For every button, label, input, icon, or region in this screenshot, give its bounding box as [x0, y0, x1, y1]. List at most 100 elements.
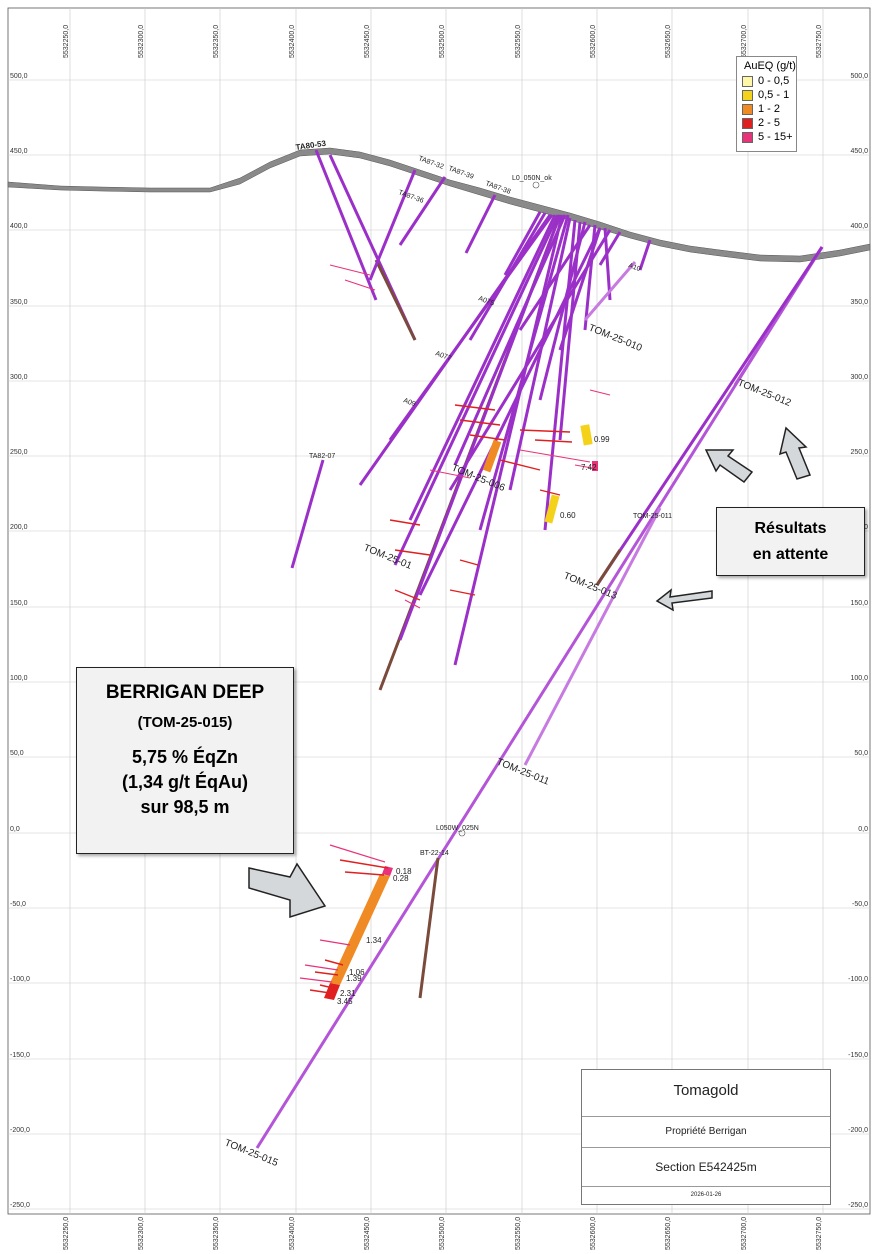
easting-tick-bottom: 5532550,0	[515, 1217, 522, 1250]
elevation-tick-left: -150,0	[10, 1052, 30, 1059]
drill-hole-tom-25-011	[523, 507, 662, 766]
hole-label-tom-25-010: TOM-25-010	[587, 323, 644, 355]
legend-label: 0 - 0,5	[758, 75, 790, 87]
assay-bar-0-5-1	[544, 494, 560, 524]
elevation-tick-right: 400,0	[850, 223, 868, 230]
legend-swatch	[742, 75, 753, 87]
callout-grade-zn: 5,75 % ÉqZn	[131, 747, 239, 767]
drill-hole	[453, 214, 564, 666]
assay-bar-1-2	[330, 874, 390, 985]
legend-swatch	[742, 131, 753, 143]
drill-hole	[314, 149, 378, 301]
elevation-tick-left: 100,0	[10, 675, 28, 682]
assay-value: 2.31	[340, 989, 356, 998]
assay-labels: 0.99 7.42 0.60 0.18 0.28 1.34 1.06 1.39 …	[337, 435, 610, 1006]
pending-line-1: Résultats	[754, 520, 827, 537]
easting-tick-bottom: 5532450,0	[364, 1217, 371, 1250]
elevation-tick-right: -100,0	[848, 976, 868, 983]
elevation-tick-right: -150,0	[848, 1052, 868, 1059]
hole-label-l0-050n: L0_050N_ok	[512, 175, 552, 182]
easting-labels-top: 5532250,0 5532300,0 5532350,0 5532400,0 …	[63, 25, 823, 58]
elevation-tick-right: 0,0	[858, 826, 868, 833]
hole-label-ta87-32: TA87-32	[417, 155, 444, 171]
callout-hole: (TOM-25-015)	[137, 714, 233, 731]
assay-value: 7.42	[581, 463, 597, 472]
drill-hole-brown	[374, 259, 417, 341]
hole-label-a077: A077	[434, 350, 452, 362]
title-block-date: 2026-01-26	[690, 1192, 722, 1198]
arrow-pending-up	[778, 426, 812, 480]
legend-item: 5 - 15+	[742, 130, 796, 144]
drill-hole-tom-25-015	[255, 246, 824, 1149]
easting-tick-top: 5532300,0	[138, 25, 145, 58]
elevation-tick-left: 450,0	[10, 148, 28, 155]
drill-holes	[255, 149, 824, 1149]
collar-marker	[532, 181, 540, 189]
elevation-tick-right: -50,0	[852, 901, 868, 908]
elevation-tick-right: 150,0	[850, 600, 868, 607]
easting-tick-top: 5532500,0	[439, 25, 446, 58]
legend-label: 1 - 2	[758, 103, 781, 115]
legend-item: 1 - 2	[742, 102, 796, 116]
drill-hole	[583, 261, 637, 321]
elevation-tick-left: 200,0	[10, 524, 28, 531]
assay-ticks	[309, 859, 389, 994]
legend-label: 5 - 15+	[758, 131, 793, 143]
easting-tick-top: 5532650,0	[665, 25, 672, 58]
legend-item: 2 - 5	[742, 116, 796, 130]
callout-grade-au: (1,34 g/t ÉqAu)	[121, 772, 248, 792]
elevation-tick-left: -200,0	[10, 1127, 30, 1134]
hole-label-l050w-025n: L050W_025N	[436, 825, 479, 832]
assay-bar-1-2	[482, 439, 502, 473]
assay-value: 0.28	[393, 874, 409, 883]
drill-hole	[558, 227, 602, 351]
elevation-tick-left: 400,0	[10, 223, 28, 230]
elevation-grid	[8, 79, 870, 1210]
title-block: Tomagold Propriété Berrigan Section E542…	[581, 1069, 831, 1205]
easting-tick-bottom: 5532650,0	[665, 1217, 672, 1250]
easting-tick-top: 5532550,0	[515, 25, 522, 58]
hole-label-tom-25-011: TOM-25-011	[495, 757, 551, 788]
hole-label-tom-25-01: TOM-25-01	[362, 543, 414, 572]
topography-surface	[7, 147, 871, 263]
elevation-labels-right: 500,0 450,0 400,0 350,0 300,0 250,0 200,…	[848, 73, 868, 1209]
drill-hole	[638, 239, 652, 271]
pending-results-callout: Résultats en attente	[716, 507, 865, 576]
callout-title: BERRIGAN DEEP	[105, 682, 265, 703]
arrow-pending-left	[655, 588, 713, 612]
drill-hole	[598, 231, 622, 266]
title-block-company: Tomagold	[582, 1070, 830, 1117]
easting-tick-bottom: 5532300,0	[138, 1217, 145, 1250]
arrow-pending-mid	[704, 449, 754, 484]
drill-hole	[464, 194, 497, 254]
easting-tick-bottom: 5532750,0	[816, 1217, 823, 1250]
drill-hole	[393, 214, 560, 566]
hole-label-bt-22-14: BT-22-14	[420, 850, 449, 857]
legend-item: 0,5 - 1	[742, 88, 796, 102]
title-block-section: Section E542425m	[582, 1148, 830, 1187]
easting-tick-bottom: 5532600,0	[590, 1217, 597, 1250]
elevation-tick-left: -100,0	[10, 976, 30, 983]
elevation-tick-left: 0,0	[10, 826, 20, 833]
elevation-tick-right: 450,0	[850, 148, 868, 155]
elevation-tick-right: 300,0	[850, 374, 868, 381]
drill-hole-ta82-07	[290, 459, 325, 569]
elevation-tick-left: 350,0	[10, 299, 28, 306]
elevation-tick-right: 350,0	[850, 299, 868, 306]
elevation-tick-left: 250,0	[10, 449, 28, 456]
elevation-tick-right: 250,0	[850, 449, 868, 456]
drill-hole	[388, 214, 554, 441]
hole-labels: TOM-25-015 TOM-25-011 TOM-25-011 TOM-25-…	[223, 139, 793, 1169]
assay-value: 3.45	[337, 997, 353, 1006]
collar-marker	[458, 829, 466, 837]
assay-value: 1.34	[366, 936, 382, 945]
legend-swatch	[742, 89, 753, 101]
hole-label-tom-25-012: TOM-25-012	[736, 378, 793, 410]
elevation-tick-left: 150,0	[10, 600, 28, 607]
easting-tick-top: 5532750,0	[816, 25, 823, 58]
assay-value: 0.60	[560, 511, 576, 520]
easting-tick-top: 5532600,0	[590, 25, 597, 58]
easting-tick-bottom: 5532350,0	[213, 1217, 220, 1250]
elevation-tick-left: 500,0	[10, 73, 28, 80]
grade-legend: AuEQ (g/t) 0 - 0,5 0,5 - 1 1 - 2 2 - 5 5…	[736, 56, 797, 152]
